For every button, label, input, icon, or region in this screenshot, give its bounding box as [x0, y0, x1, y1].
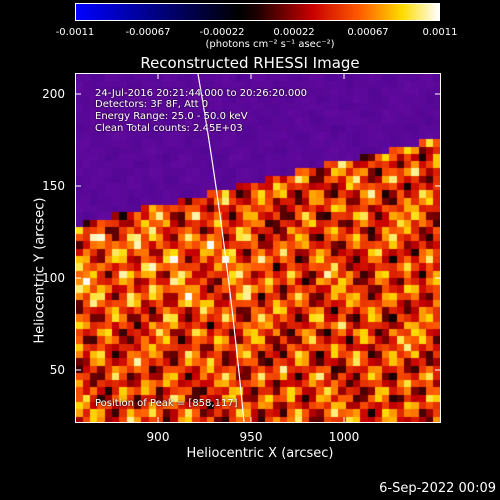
info-time-range: 24-Jul-2016 20:21:44.000 to 20:26:20.000	[95, 88, 307, 99]
solar-limb-line	[197, 74, 245, 422]
rhessi-image	[76, 74, 440, 422]
colorbar-tick: -0.00022	[199, 27, 245, 38]
info-energy-range: Energy Range: 25.0 - 50.0 keV	[95, 111, 248, 122]
colorbar-tick: -0.0011	[55, 27, 95, 38]
colorbar-tick: 0.00067	[347, 27, 389, 38]
colorbar-tick: -0.00067	[125, 27, 171, 38]
solar-limb-overlay	[197, 74, 245, 422]
y-axis-label: Heliocentric Y (arcsec)	[32, 197, 48, 344]
info-detectors: Detectors: 3F 8F, Att 0	[95, 99, 209, 110]
info-peak-position: Position of Peak = [858,117]	[95, 398, 238, 409]
timestamp-footer: 6-Sep-2022 00:09	[379, 481, 496, 496]
x-axis-label: Heliocentric X (arcsec)	[186, 446, 334, 461]
colorbar-tick: 0.0011	[422, 27, 458, 38]
colorbar	[75, 3, 440, 21]
y-tick-label: 50	[49, 363, 65, 377]
x-tick-label: 950	[239, 430, 263, 444]
x-tick-label: 1000	[328, 430, 360, 444]
x-tick-label: 900	[146, 430, 170, 444]
image-plot	[75, 73, 441, 423]
plot-title: Reconstructed RHESSI Image	[140, 54, 360, 72]
colorbar-tick: 0.00022	[273, 27, 315, 38]
y-tick-label: 200	[42, 87, 65, 101]
info-total-counts: Clean Total counts: 2.45E+03	[95, 123, 243, 134]
y-tick-label: 150	[42, 179, 65, 193]
y-tick-label: 100	[42, 271, 65, 285]
colorbar-units: (photons cm⁻² s⁻¹ asec⁻²)	[205, 39, 335, 50]
